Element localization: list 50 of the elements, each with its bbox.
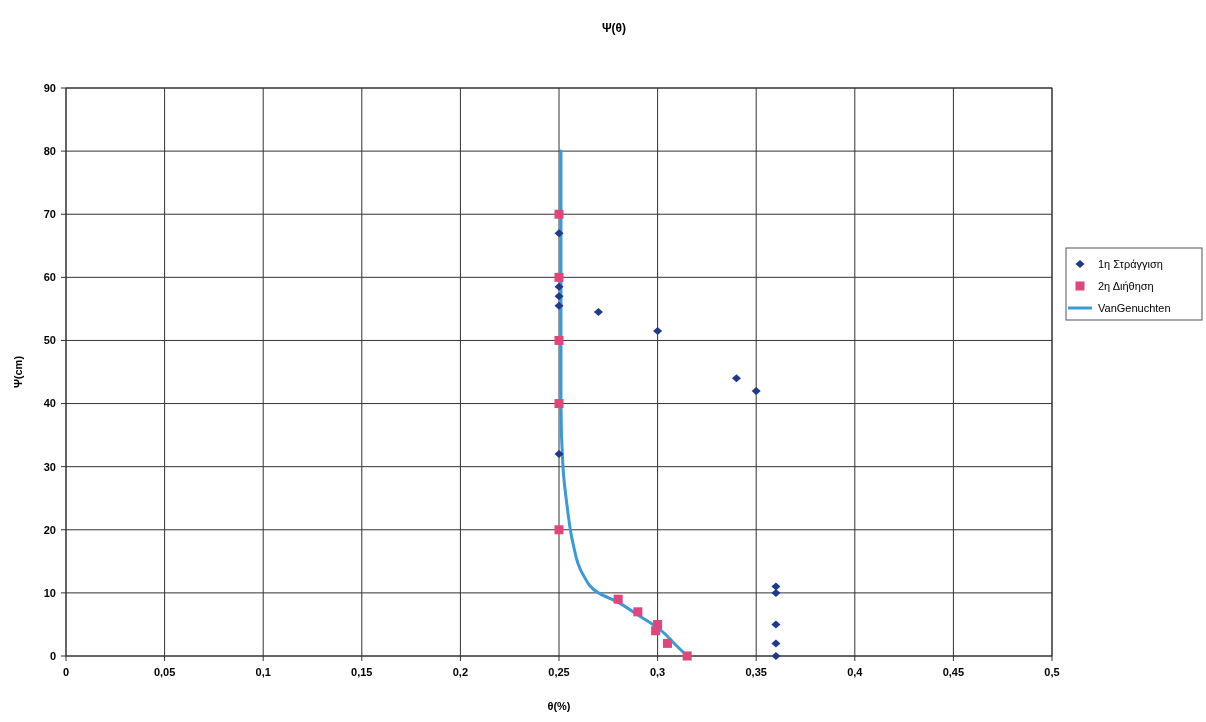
point — [771, 652, 781, 660]
point — [593, 308, 603, 317]
y-tick-label: 40 — [43, 397, 56, 410]
x-tick-label: 0,1 — [255, 666, 271, 678]
point — [651, 626, 661, 636]
x-tick-label: 0,05 — [153, 666, 176, 678]
x-tick-label: 0,2 — [452, 666, 469, 678]
y-tick-label: 0 — [49, 649, 56, 662]
legend-label: 1η Στράγγιση — [1098, 257, 1163, 270]
x-tick-label: 0,45 — [942, 666, 965, 678]
point — [771, 588, 781, 597]
point — [662, 638, 672, 648]
legend-label: 2η Διήθηση — [1098, 279, 1154, 292]
x-tick-label: 0,15 — [351, 666, 373, 678]
y-tick-label: 80 — [43, 144, 56, 157]
y-tick-label: 30 — [43, 460, 56, 473]
x-tick-label: 0,3 — [649, 666, 666, 678]
point — [554, 229, 564, 238]
x-axis-title: θ(%) — [547, 700, 571, 712]
point — [731, 374, 741, 383]
y-tick-label: 20 — [43, 523, 56, 536]
x-tick-label: 0,25 — [548, 666, 570, 678]
point — [771, 620, 781, 629]
x-tick-label: 0 — [62, 666, 70, 678]
y-axis-title: Ψ(cm) — [12, 355, 24, 389]
x-tick-label: 0,35 — [745, 666, 767, 678]
y-tick-label: 50 — [43, 334, 56, 347]
legend-label: VanGenuchten — [1098, 301, 1171, 314]
point — [554, 525, 564, 535]
y-tick-label: 10 — [43, 586, 56, 599]
point — [771, 639, 781, 648]
point — [751, 386, 761, 395]
point — [554, 301, 564, 310]
point — [554, 335, 564, 345]
point — [554, 272, 564, 282]
x-tick-label: 0,5 — [1044, 666, 1060, 678]
point — [554, 399, 564, 409]
point — [682, 651, 692, 661]
point — [554, 282, 564, 291]
chart-title: Ψ(θ) — [601, 21, 627, 35]
point — [554, 209, 564, 219]
point — [554, 292, 564, 301]
y-tick-label: 60 — [43, 271, 56, 284]
y-tick-label: 90 — [43, 81, 56, 94]
point — [613, 594, 623, 604]
y-tick-label: 70 — [43, 208, 56, 221]
point — [633, 607, 643, 617]
x-tick-label: 0,4 — [847, 666, 864, 678]
point — [653, 326, 663, 335]
point — [554, 450, 564, 459]
